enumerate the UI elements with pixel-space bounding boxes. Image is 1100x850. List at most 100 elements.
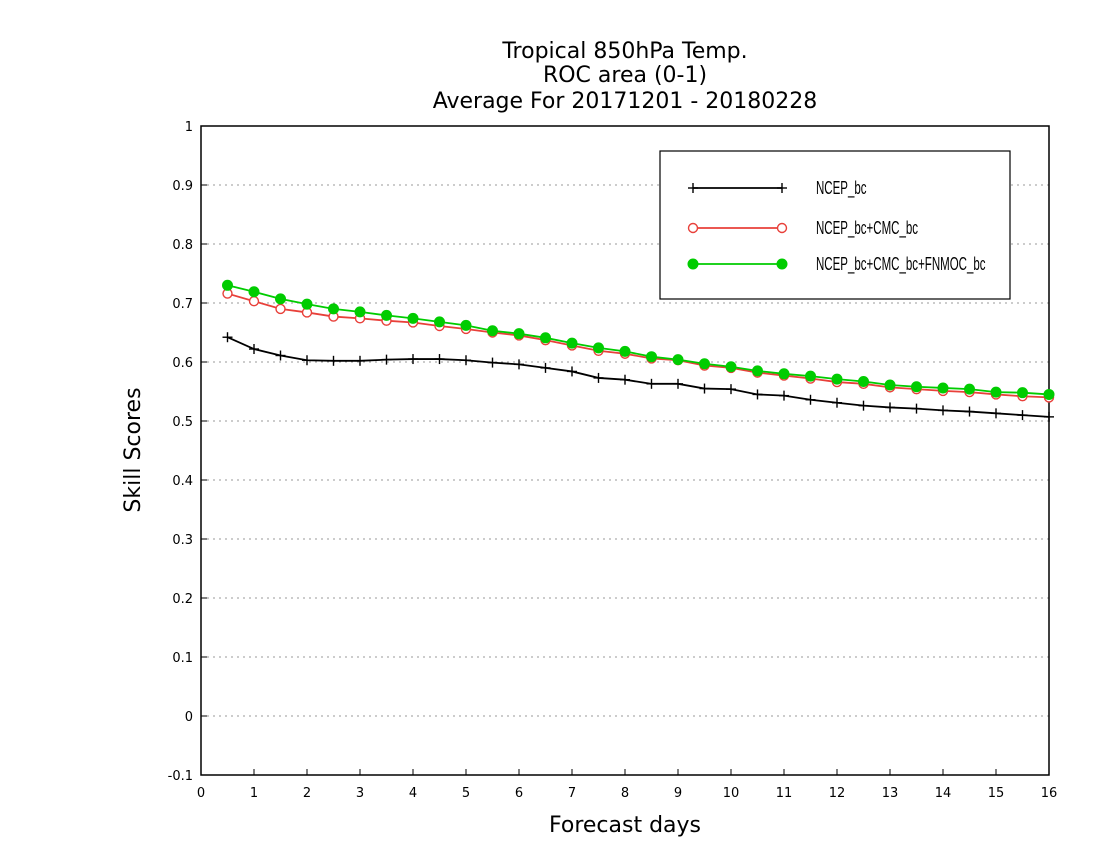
series-3-point bbox=[434, 316, 445, 328]
series-3-point bbox=[222, 279, 233, 291]
y-tick-label: 0.6 bbox=[172, 356, 193, 371]
x-tick-label: 12 bbox=[829, 786, 846, 801]
series-3-point bbox=[778, 368, 790, 380]
y-tick-label: 0.8 bbox=[172, 238, 193, 253]
y-tick-label: 0 bbox=[185, 710, 193, 725]
series-3-point bbox=[248, 286, 260, 298]
x-tick-label: 9 bbox=[674, 786, 682, 801]
x-tick-label: 4 bbox=[409, 786, 417, 801]
series-3-point bbox=[460, 319, 472, 331]
legend-marker-2-a bbox=[687, 222, 699, 234]
y-tick-label: 0.3 bbox=[172, 533, 193, 548]
series-1-point bbox=[646, 378, 657, 389]
legend: NCEP_bc NCEP_bc+CMC_bc NCEP_bc+CMC_bc+FNMO… bbox=[659, 150, 1011, 300]
legend-label-3: NCEP_bc+CMC_bc+FNMOC_bc bbox=[816, 254, 986, 274]
series-3-point bbox=[619, 345, 631, 357]
y-tick-label: 0.9 bbox=[172, 179, 193, 194]
series-1-point bbox=[1017, 410, 1028, 421]
x-tick-label: 10 bbox=[723, 786, 740, 801]
chart-title: Tropical 850hPa Temp. ROC area (0-1) Ave… bbox=[433, 39, 818, 114]
series-3-point bbox=[858, 375, 869, 387]
series-3-point bbox=[540, 332, 551, 344]
y-tick-label: 1 bbox=[185, 120, 193, 135]
series-3-point bbox=[990, 386, 1002, 398]
x-tick-label: 7 bbox=[568, 786, 576, 801]
title-line-1: Tropical 850hPa Temp. bbox=[501, 39, 747, 64]
series-3-point bbox=[566, 337, 578, 349]
series-1-point bbox=[381, 354, 392, 365]
series-3-point bbox=[1017, 387, 1028, 399]
series-3-point bbox=[301, 298, 313, 310]
series-1-point bbox=[938, 405, 948, 416]
series-3-point bbox=[672, 354, 684, 366]
series-1-point bbox=[567, 366, 577, 377]
series-1-point bbox=[673, 378, 683, 389]
series-1-point bbox=[805, 394, 816, 405]
series-1 bbox=[222, 332, 1054, 422]
title-line-2: ROC area (0-1) bbox=[543, 63, 707, 88]
series-1-point bbox=[408, 354, 418, 365]
series-1-line bbox=[227, 336, 1050, 418]
series-1-point bbox=[328, 355, 339, 366]
series-1-point bbox=[991, 408, 1001, 419]
legend-label-1: NCEP_bc bbox=[816, 178, 867, 198]
series-3-point bbox=[699, 358, 710, 370]
series-3-point bbox=[937, 382, 949, 394]
series-1-point bbox=[858, 400, 869, 411]
x-tick-label: 3 bbox=[356, 786, 364, 801]
series-1-point bbox=[911, 403, 922, 414]
x-tick-label: 14 bbox=[935, 786, 952, 801]
legend-label-2: NCEP_bc+CMC_bc bbox=[816, 218, 918, 238]
legend-marker-2-b bbox=[776, 222, 788, 234]
series-3-point bbox=[1043, 388, 1055, 400]
series-3-point bbox=[354, 306, 366, 318]
series-3 bbox=[222, 279, 1055, 400]
series-3-point bbox=[513, 328, 525, 340]
series-2-point bbox=[275, 303, 286, 315]
legend-marker-3-b bbox=[776, 258, 788, 270]
series-1-point bbox=[275, 350, 286, 361]
series-3-point bbox=[884, 379, 896, 391]
series-3-point bbox=[964, 383, 975, 395]
y-tick-label: 0.4 bbox=[172, 474, 193, 489]
x-tick-label: 15 bbox=[988, 786, 1005, 801]
x-tick-label: 2 bbox=[303, 786, 311, 801]
x-tick-label: 5 bbox=[462, 786, 470, 801]
series-3-point bbox=[593, 342, 604, 354]
legend-marker-1-b bbox=[777, 183, 787, 193]
x-tick-label: 8 bbox=[621, 786, 629, 801]
series-2 bbox=[222, 288, 1055, 403]
y-tick-label: 0.7 bbox=[172, 297, 193, 312]
series-1-point bbox=[620, 374, 630, 385]
series-3-point bbox=[407, 312, 419, 324]
series-1-point bbox=[779, 390, 789, 401]
x-tick-label: 11 bbox=[776, 786, 793, 801]
y-tick-label: 0.2 bbox=[172, 592, 193, 607]
series-3-point bbox=[831, 373, 843, 385]
series-1-point bbox=[885, 402, 895, 413]
series-1-point bbox=[699, 383, 710, 394]
series-1-point bbox=[726, 384, 736, 395]
series-1-point bbox=[487, 357, 498, 368]
legend-marker-3-a bbox=[687, 258, 699, 270]
series-2-point bbox=[248, 296, 260, 307]
series-3-line bbox=[227, 284, 1050, 396]
y-tick-label: 0.1 bbox=[172, 651, 193, 666]
x-tick-label: 1 bbox=[250, 786, 258, 801]
plot-frame bbox=[200, 125, 1050, 776]
x-tick-label: 6 bbox=[515, 786, 523, 801]
series-1-point bbox=[461, 355, 471, 366]
series-1-point bbox=[302, 355, 312, 366]
x-axis-label: Forecast days bbox=[549, 813, 701, 838]
title-line-3: Average For 20171201 - 20180228 bbox=[433, 89, 818, 114]
series-1-point bbox=[434, 354, 445, 365]
x-tick-label: 16 bbox=[1041, 786, 1058, 801]
x-tick-label: 0 bbox=[197, 786, 205, 801]
series-1-point bbox=[593, 372, 604, 383]
series-layer bbox=[222, 279, 1055, 422]
y-tick-label: -0.1 bbox=[168, 769, 193, 784]
series-3-point bbox=[487, 325, 498, 337]
series-3-point bbox=[381, 309, 392, 321]
series-1-point bbox=[222, 332, 233, 343]
